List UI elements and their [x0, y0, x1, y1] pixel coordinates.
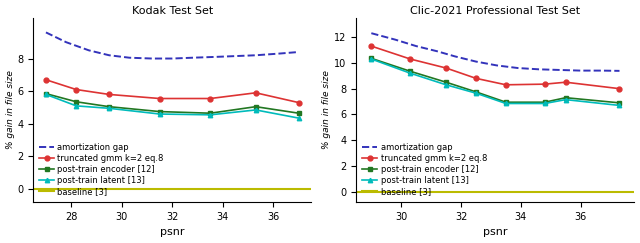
Line: amortization gap: amortization gap — [371, 33, 620, 71]
truncated gmm k=2 eq.8 — [406, 58, 414, 61]
post-train encoder [12] — [72, 100, 80, 103]
truncated gmm k=2 eq.8 — [472, 77, 480, 80]
post-train encoder [12] — [106, 105, 113, 108]
X-axis label: psnr: psnr — [483, 227, 508, 237]
amortization gap — [577, 69, 584, 72]
amortization gap — [295, 51, 303, 53]
post-train latent [13] — [207, 113, 214, 116]
post-train latent [13] — [295, 117, 303, 120]
amortization gap — [556, 69, 564, 71]
amortization gap — [211, 55, 219, 58]
Line: post-train encoder [12]: post-train encoder [12] — [44, 91, 301, 115]
post-train latent [13] — [562, 98, 570, 101]
post-train encoder [12] — [252, 105, 260, 108]
truncated gmm k=2 eq.8 — [442, 67, 450, 69]
post-train latent [13] — [72, 104, 80, 107]
post-train latent [13] — [367, 58, 375, 61]
post-train encoder [12] — [502, 101, 509, 104]
truncated gmm k=2 eq.8 — [562, 81, 570, 84]
post-train latent [13] — [442, 83, 450, 86]
Line: truncated gmm k=2 eq.8: truncated gmm k=2 eq.8 — [369, 44, 622, 91]
post-train latent [13] — [252, 108, 260, 111]
amortization gap — [433, 50, 441, 53]
post-train encoder [12] — [442, 81, 450, 84]
truncated gmm k=2 eq.8 — [252, 91, 260, 94]
X-axis label: psnr: psnr — [160, 227, 184, 237]
truncated gmm k=2 eq.8 — [367, 45, 375, 48]
post-train latent [13] — [502, 102, 509, 105]
Title: Clic-2021 Professional Test Set: Clic-2021 Professional Test Set — [410, 6, 580, 16]
amortization gap — [189, 56, 196, 59]
amortization gap — [616, 69, 623, 72]
amortization gap — [412, 45, 420, 48]
truncated gmm k=2 eq.8 — [42, 78, 50, 81]
amortization gap — [106, 54, 113, 57]
amortization gap — [148, 57, 156, 60]
amortization gap — [392, 38, 399, 41]
amortization gap — [125, 56, 133, 59]
post-train latent [13] — [472, 92, 480, 95]
post-train latent [13] — [616, 104, 623, 107]
truncated gmm k=2 eq.8 — [541, 83, 548, 86]
amortization gap — [598, 69, 605, 72]
amortization gap — [472, 60, 480, 63]
post-train encoder [12] — [472, 90, 480, 93]
Line: post-train latent [13]: post-train latent [13] — [44, 92, 301, 120]
post-train latent [13] — [406, 72, 414, 75]
post-train encoder [12] — [541, 101, 548, 104]
post-train encoder [12] — [616, 101, 623, 104]
amortization gap — [62, 41, 70, 44]
post-train encoder [12] — [562, 96, 570, 99]
truncated gmm k=2 eq.8 — [106, 93, 113, 96]
amortization gap — [85, 49, 93, 52]
post-train encoder [12] — [156, 110, 164, 113]
amortization gap — [493, 64, 500, 67]
truncated gmm k=2 eq.8 — [502, 83, 509, 86]
post-train latent [13] — [42, 93, 50, 96]
amortization gap — [42, 31, 50, 34]
truncated gmm k=2 eq.8 — [616, 87, 623, 90]
truncated gmm k=2 eq.8 — [207, 97, 214, 100]
Title: Kodak Test Set: Kodak Test Set — [132, 6, 213, 16]
amortization gap — [168, 57, 176, 60]
truncated gmm k=2 eq.8 — [156, 97, 164, 100]
Y-axis label: % gain in file size: % gain in file size — [6, 70, 15, 149]
Line: amortization gap: amortization gap — [46, 32, 299, 59]
amortization gap — [367, 32, 375, 35]
post-train encoder [12] — [406, 70, 414, 73]
Line: post-train latent [13]: post-train latent [13] — [369, 57, 621, 108]
post-train encoder [12] — [42, 92, 50, 95]
Line: truncated gmm k=2 eq.8: truncated gmm k=2 eq.8 — [44, 77, 301, 105]
post-train latent [13] — [106, 107, 113, 110]
post-train encoder [12] — [207, 112, 214, 115]
Line: post-train encoder [12]: post-train encoder [12] — [369, 56, 621, 105]
truncated gmm k=2 eq.8 — [295, 101, 303, 104]
amortization gap — [275, 52, 282, 55]
amortization gap — [514, 67, 522, 69]
amortization gap — [535, 68, 543, 71]
Y-axis label: % gain in file size: % gain in file size — [323, 70, 332, 149]
post-train latent [13] — [156, 113, 164, 115]
truncated gmm k=2 eq.8 — [72, 88, 80, 91]
amortization gap — [252, 54, 260, 57]
post-train encoder [12] — [367, 57, 375, 60]
post-train latent [13] — [541, 102, 548, 105]
Legend: amortization gap, truncated gmm k=2 eq.8, post-train encoder [12], post-train la: amortization gap, truncated gmm k=2 eq.8… — [38, 141, 166, 198]
post-train encoder [12] — [295, 112, 303, 115]
amortization gap — [451, 55, 459, 58]
amortization gap — [232, 55, 239, 58]
Legend: amortization gap, truncated gmm k=2 eq.8, post-train encoder [12], post-train la: amortization gap, truncated gmm k=2 eq.8… — [360, 141, 488, 198]
